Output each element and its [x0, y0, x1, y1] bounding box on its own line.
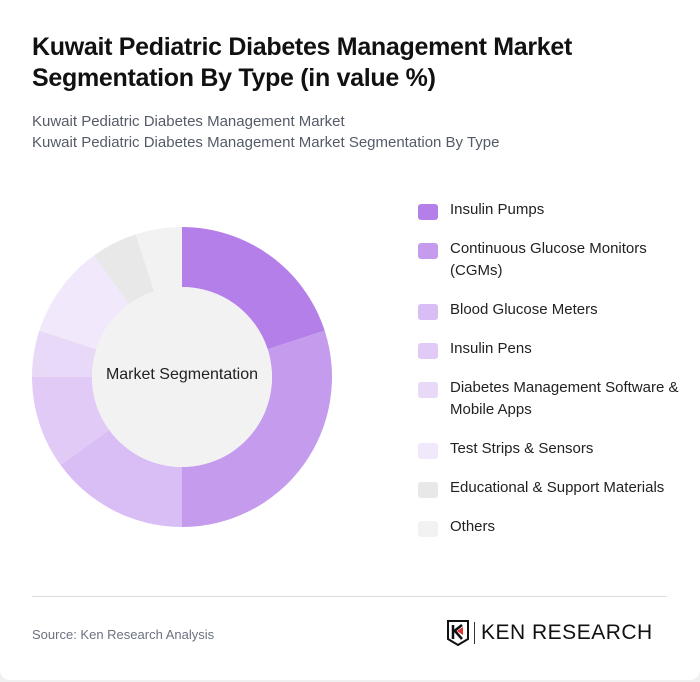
subtitle-segmentation: Kuwait Pediatric Diabetes Management Mar…: [32, 134, 500, 151]
donut-slice[interactable]: [182, 227, 325, 350]
legend-label: Others: [450, 518, 496, 535]
legend-swatch-icon: [418, 521, 438, 537]
legend-swatch-icon: [418, 304, 438, 320]
donut-slice[interactable]: [93, 234, 155, 305]
legend-label: Continuous Glucose Monitors (CGMs): [450, 240, 647, 279]
legend-item[interactable]: Test Strips & Sensors: [418, 438, 688, 460]
legend-label: Test Strips & Sensors: [450, 440, 594, 457]
donut-slice[interactable]: [60, 429, 182, 527]
legend-item[interactable]: Educational & Support Materials: [418, 477, 688, 499]
donut-slice[interactable]: [135, 227, 182, 292]
ken-research-logo: KEN RESEARCH: [447, 620, 653, 646]
legend-item[interactable]: Others: [418, 516, 688, 538]
logo-separator: [474, 622, 475, 644]
logo-text: KEN RESEARCH: [481, 621, 653, 644]
page-title: Kuwait Pediatric Diabetes Management Mar…: [32, 33, 573, 92]
subtitle-market: Kuwait Pediatric Diabetes Management Mar…: [32, 113, 345, 130]
donut-slice[interactable]: [32, 330, 97, 377]
donut-hole: [92, 287, 272, 467]
legend-item[interactable]: Blood Glucose Meters: [418, 299, 688, 321]
source-note: Source: Ken Research Analysis: [32, 627, 215, 642]
legend-swatch-icon: [418, 443, 438, 459]
donut-center-label: Market Segmentation: [105, 366, 259, 383]
chart-legend: Insulin Pumps Continuous Glucose Monitors…: [418, 199, 688, 555]
donut-slice[interactable]: [32, 377, 110, 466]
legend-item[interactable]: Insulin Pens: [418, 338, 688, 360]
footer-divider: [32, 596, 667, 597]
legend-swatch-icon: [418, 482, 438, 498]
legend-label: Insulin Pens: [450, 340, 532, 357]
legend-item[interactable]: Continuous Glucose Monitors (CGMs): [418, 238, 688, 282]
legend-swatch-icon: [418, 382, 438, 398]
donut-slice[interactable]: [182, 330, 332, 527]
legend-swatch-icon: [418, 204, 438, 220]
legend-swatch-icon: [418, 243, 438, 259]
legend-label: Educational & Support Materials: [450, 479, 665, 496]
legend-label: Diabetes Management Software & Mobile Ap…: [450, 379, 679, 418]
legend-swatch-icon: [418, 343, 438, 359]
legend-item[interactable]: Diabetes Management Software & Mobile Ap…: [418, 377, 688, 421]
ken-logo-icon: [447, 620, 469, 646]
donut-slice[interactable]: [39, 255, 130, 350]
donut-chart: [32, 227, 332, 527]
legend-item[interactable]: Insulin Pumps: [418, 199, 688, 221]
legend-label: Blood Glucose Meters: [450, 301, 598, 318]
legend-label: Insulin Pumps: [450, 201, 545, 218]
